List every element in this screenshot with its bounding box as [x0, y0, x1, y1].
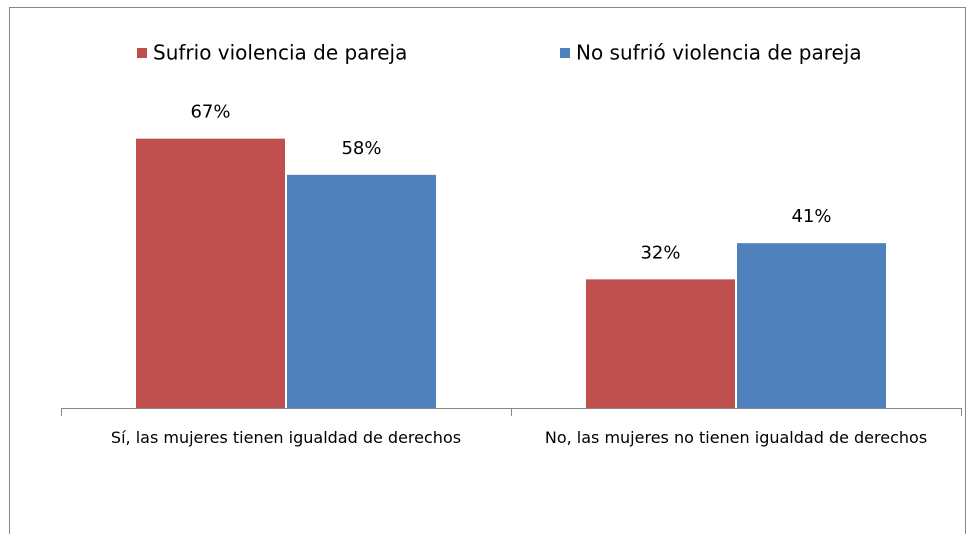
x-tick-label: No, las mujeres no tienen igualdad de de… [544, 428, 928, 447]
legend-label: No sufrió violencia de pareja [576, 41, 862, 65]
bar [586, 279, 735, 408]
legend-swatch [137, 48, 147, 58]
x-tick-label: Sí, las mujeres tienen igualdad de derec… [110, 428, 462, 447]
data-label: 58% [341, 138, 381, 159]
legend-label: Sufrio violencia de pareja [153, 41, 407, 65]
bar [136, 138, 285, 408]
data-label: 41% [791, 206, 831, 227]
bar [287, 174, 436, 408]
data-label: 32% [640, 242, 680, 263]
legend-swatch [560, 48, 570, 58]
bar [737, 243, 886, 408]
data-label: 67% [190, 102, 230, 123]
